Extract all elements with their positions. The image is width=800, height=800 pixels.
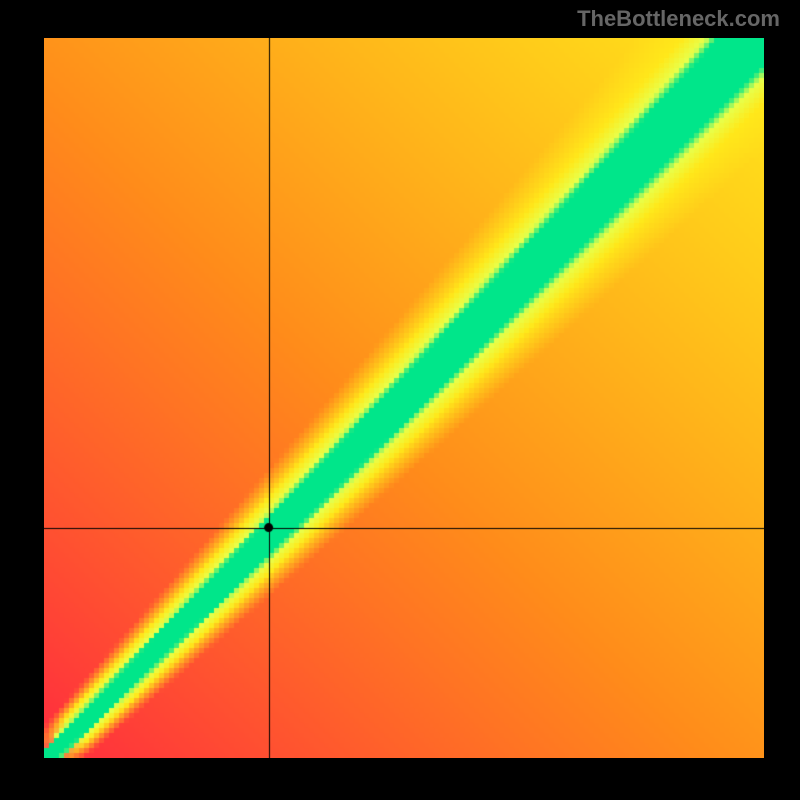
watermark-label: TheBottleneck.com [577, 6, 780, 32]
chart-container: TheBottleneck.com [0, 0, 800, 800]
heatmap-canvas [44, 38, 764, 758]
plot-area [44, 38, 764, 758]
